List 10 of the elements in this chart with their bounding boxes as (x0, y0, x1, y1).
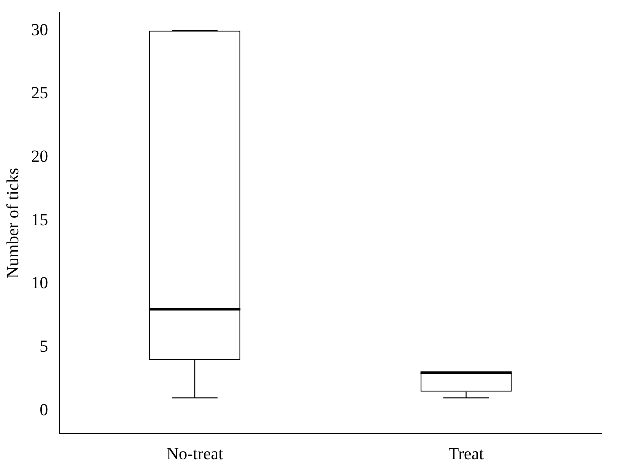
y-tick-label: 30 (31, 20, 48, 40)
y-tick-label: 10 (31, 274, 48, 293)
y-tick-label: 25 (31, 84, 48, 103)
y-axis-title: Number of ticks (4, 168, 23, 279)
x-tick-label: Treat (448, 444, 484, 464)
x-tick-label: No-treat (166, 444, 224, 464)
y-tick-label: 5 (40, 336, 48, 356)
y-tick-label: 20 (31, 147, 48, 166)
y-tick-label: 15 (31, 210, 48, 230)
y-tick-label: 0 (40, 400, 48, 420)
